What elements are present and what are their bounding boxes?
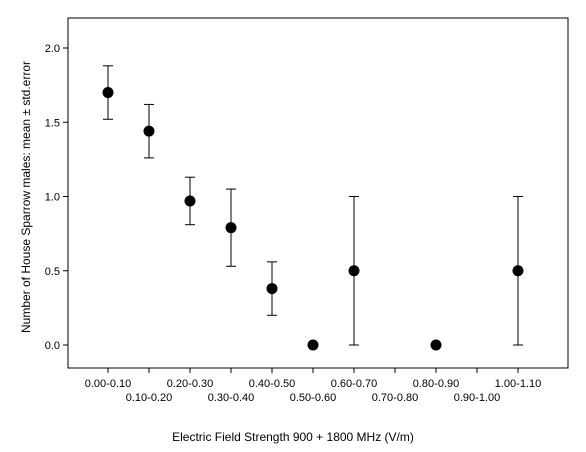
y-tick-label: 0.5: [45, 266, 60, 278]
y-tick-label: 1.5: [45, 117, 60, 129]
x-axis-title: Electric Field Strength 900 + 1800 MHz (…: [172, 430, 414, 444]
y-axis: 0.0 0.5 1.0 1.5 2.0: [45, 43, 68, 352]
x-tick-label: 0.10-0.20: [126, 392, 172, 404]
y-tick-label: 2.0: [45, 43, 60, 55]
x-tick-label: 0.40-0.50: [249, 378, 295, 390]
x-tick-label: 0.20-0.30: [167, 378, 213, 390]
data-series: [102, 65, 524, 351]
y-tick-label: 1.0: [45, 192, 60, 204]
y-tick-label: 0.0: [45, 340, 60, 352]
data-point: [307, 339, 319, 351]
x-tick-label: 0.60-0.70: [331, 378, 377, 390]
data-point: [143, 125, 155, 137]
data-point: [225, 222, 237, 234]
x-axis: 0.00-0.10 0.10-0.20 0.20-0.30 0.30-0.40 0.40…: [85, 368, 541, 404]
data-point: [102, 87, 114, 99]
x-tick-label: 0.70-0.80: [372, 392, 418, 404]
data-point: [266, 283, 278, 295]
x-tick-label: 0.80-0.90: [413, 378, 459, 390]
plot-frame: [67, 17, 569, 369]
x-tick-label: 0.50-0.60: [290, 392, 336, 404]
data-point: [512, 265, 524, 277]
data-point: [430, 339, 442, 351]
x-tick-label: 0.90-1.00: [454, 392, 500, 404]
y-axis-title: Number of House Sparrow males: mean ± st…: [19, 61, 33, 333]
x-tick-label: 0.00-0.10: [85, 378, 131, 390]
data-point: [348, 265, 360, 277]
x-tick-label: 0.30-0.40: [208, 392, 254, 404]
x-tick-label: 1.00-1.10: [495, 378, 541, 390]
data-point: [184, 195, 196, 207]
